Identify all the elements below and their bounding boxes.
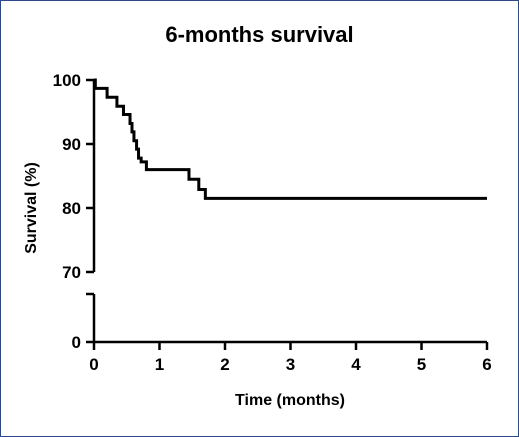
y-tick-label: 90 — [62, 135, 81, 154]
x-tick-label: 2 — [220, 355, 229, 374]
survival-curve — [93, 78, 487, 200]
x-axis-title: Time (months) — [235, 392, 345, 409]
x-tick-label: 1 — [155, 355, 164, 374]
axes: 100 90 80 70 00 1 2 3 4 5 6 — [53, 71, 492, 374]
y-tick-label: 80 — [62, 199, 81, 218]
x-tick-label: 5 — [417, 355, 426, 374]
x-tick-label: 0 — [89, 355, 98, 374]
y-tick-label: 70 — [62, 263, 81, 282]
y-tick-label: 100 — [53, 71, 81, 90]
chart-marks — [93, 78, 487, 200]
y-axis-title: Survival (%) — [23, 162, 40, 254]
x-tick-label: 6 — [482, 355, 491, 374]
y-tick-label: 0 — [72, 333, 81, 352]
x-tick-label: 4 — [351, 355, 361, 374]
chart-title: 6-months survival — [165, 22, 354, 47]
x-tick-label: 3 — [286, 355, 295, 374]
